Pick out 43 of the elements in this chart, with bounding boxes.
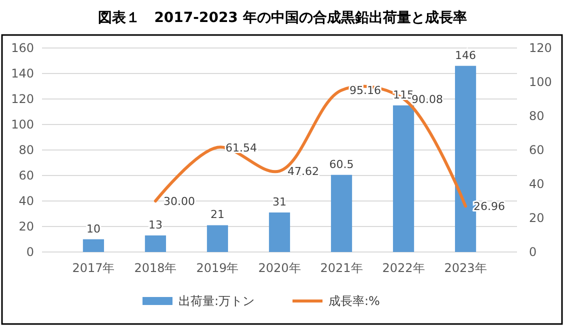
legend-label: 成長率:% — [328, 294, 380, 308]
x-tick-label: 2022年 — [382, 261, 425, 275]
y-tick-label: 80 — [18, 143, 34, 157]
data-label: 30.00 — [163, 195, 195, 208]
y-tick-label: 160 — [11, 41, 34, 55]
y2-tick-label: 60 — [529, 143, 544, 157]
y2-tick-label: 120 — [529, 41, 552, 55]
data-label: 21 — [210, 208, 224, 222]
legend-label: 出荷量:万トン — [178, 294, 255, 308]
y2-tick-label: 80 — [529, 109, 544, 123]
data-label: 13 — [148, 218, 162, 232]
data-label: 10 — [86, 222, 100, 236]
data-label: 95.16 — [350, 84, 382, 98]
x-tick-label: 2018年 — [134, 261, 177, 275]
y-tick-label: 0 — [26, 245, 34, 259]
x-tick-label: 2023年 — [444, 261, 487, 275]
x-tick-label: 2019年 — [196, 261, 239, 275]
x-tick-label: 2017年 — [72, 261, 115, 275]
x-tick-label: 2020年 — [258, 261, 301, 275]
y-tick-label: 140 — [11, 66, 34, 80]
bar — [392, 105, 414, 252]
bar — [268, 212, 290, 252]
y-tick-label: 100 — [11, 118, 34, 132]
y2-tick-label: 40 — [529, 177, 544, 191]
y2-tick-label: 20 — [529, 211, 544, 225]
data-label: 61.54 — [225, 141, 257, 154]
bar — [144, 235, 166, 252]
y2-tick-label: 100 — [529, 75, 552, 89]
data-label: 31 — [272, 195, 286, 208]
data-label: 60.5 — [329, 158, 354, 171]
bar — [206, 225, 228, 252]
data-label: 47.62 — [288, 165, 319, 178]
bar — [82, 239, 104, 252]
y-tick-label: 120 — [11, 92, 34, 106]
y2-tick-label: 0 — [529, 245, 537, 259]
data-label: 146 — [455, 48, 476, 62]
x-tick-label: 2021年 — [320, 261, 363, 275]
y-tick-label: 60 — [18, 168, 34, 182]
y-tick-label: 20 — [18, 220, 34, 234]
y-tick-label: 40 — [18, 194, 34, 208]
data-label: 90.08 — [412, 92, 444, 106]
bar — [330, 174, 352, 252]
chart-title: 図表１ 2017-2023 年の中国の合成黒鉛出荷量と成長率 — [98, 9, 467, 26]
